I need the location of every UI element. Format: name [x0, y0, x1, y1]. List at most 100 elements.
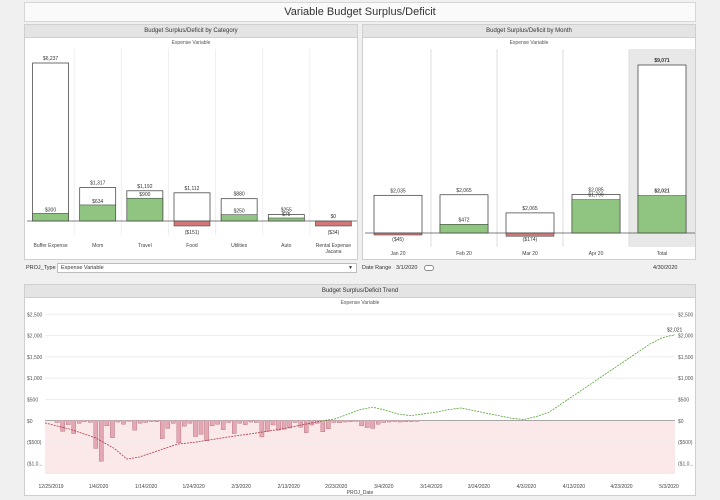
trend-bar [226, 420, 231, 423]
category-tick-label: Food [186, 243, 198, 249]
category-tick-label: Auto [281, 243, 292, 249]
trend-bar [93, 420, 99, 449]
trend-x-tick: 3/14/2020 [420, 484, 442, 490]
trend-bar [60, 420, 65, 432]
trend-x-axis-label: PROJ_Date [347, 490, 374, 496]
trend-bar [126, 420, 132, 422]
trend-x-tick: 3/4/2020 [374, 484, 394, 490]
trend-y-tick-right: ($1,0... [678, 461, 694, 467]
category-tick-label: Mom [92, 243, 103, 249]
trend-y-tick-left: $0 [27, 419, 33, 425]
trend-bar [331, 420, 337, 423]
category-budget-label: $1,192 [137, 184, 153, 190]
trend-bar [270, 420, 276, 426]
month-tick-label: Jan 20 [390, 251, 405, 257]
trend-bar [160, 420, 165, 439]
trend-bar [248, 420, 254, 423]
trend-bar [204, 420, 209, 441]
category-surplus-label: $634 [92, 199, 103, 205]
trend-y-tick-left: $1,500 [27, 355, 43, 361]
category-surplus-label: $900 [139, 192, 150, 198]
dashboard-title: Variable Budget Surplus/Deficit [24, 2, 696, 22]
trend-y-tick-left: $1,000 [27, 376, 43, 382]
trend-bar [232, 420, 237, 434]
month-surplus-label: $472 [458, 217, 469, 223]
trend-x-tick: 4/3/2020 [517, 484, 537, 490]
category-surplus-bar [173, 220, 211, 227]
trend-panel-subtitle: Expense Variable [340, 300, 380, 306]
category-surplus-bar [126, 197, 164, 222]
trend-x-tick: 1/24/2020 [182, 484, 204, 490]
category-surplus-label: ($151) [185, 230, 200, 236]
date-range-label: Date Range [362, 265, 392, 271]
trend-bar [215, 420, 220, 425]
category-surplus-label: $75 [282, 212, 291, 218]
trend-bar [403, 420, 409, 422]
date-range-slider[interactable] [424, 265, 434, 271]
trend-y-tick-right: $1,000 [678, 376, 694, 382]
trend-y-tick-left: ($500) [27, 440, 42, 446]
trend-x-tick: 4/13/2020 [563, 484, 585, 490]
category-budget-label: $1,317 [90, 181, 106, 187]
category-tick-label: Travel [138, 243, 152, 249]
trend-chart: $2,500 $2,500 $2,000 $2,000 $1,500 $1,500 $1,0… [27, 312, 694, 496]
trend-bar [209, 420, 215, 427]
type-filter-label: PROJ_Type [26, 265, 56, 271]
category-tick-label: Rental Expense [316, 243, 352, 249]
trend-bar [220, 420, 226, 430]
trend-panel: Budget Surplus/Deficit Trend Expense Var… [24, 284, 696, 496]
filter-bar: PROJ_Type Expense Variable ▼ Date Range … [24, 262, 696, 276]
type-filter-select[interactable]: Expense Variable ▼ [57, 263, 357, 273]
trend-bar [287, 420, 292, 429]
trend-bar [137, 420, 143, 424]
category-panel-title: Budget Surplus/Deficit by Category [25, 25, 357, 38]
trend-bar [359, 420, 364, 427]
trend-bar [370, 420, 375, 429]
trend-y-tick-right: $0 [678, 419, 684, 425]
category-budget-bar [173, 192, 211, 222]
month-budget-bar [505, 212, 555, 234]
trend-x-tick: 1/14/2020 [135, 484, 157, 490]
trend-bar [353, 420, 359, 422]
trend-bar [99, 420, 104, 462]
month-surplus-bar [505, 232, 555, 237]
trend-y-tick-left: $500 [27, 397, 38, 403]
category-surplus-bar [79, 204, 116, 222]
trend-x-tick: 1/4/2020 [89, 484, 109, 490]
category-surplus-bar [220, 214, 258, 222]
category-tick-label: Buffer Expense [34, 243, 68, 249]
category-surplus-bar [32, 213, 69, 222]
trend-bar [193, 420, 198, 437]
category-surplus-label: $250 [234, 209, 245, 215]
trend-bar [298, 420, 303, 428]
trend-y-tick-right: $2,000 [678, 334, 694, 340]
trend-bar [82, 420, 87, 422]
category-budget-label: $880 [234, 192, 245, 198]
trend-x-tick: 2/3/2020 [231, 484, 251, 490]
trend-bar [381, 420, 386, 423]
category-chart: $6,237 $300 Buffer Expense $1,317 $634 Mom $1,… [27, 49, 357, 255]
trend-panel-title: Budget Surplus/Deficit Trend [25, 285, 695, 298]
trend-end-label: $2,021 [667, 328, 683, 334]
trend-x-tick: 12/25/2019 [38, 484, 63, 490]
month-budget-label: $2,035 [390, 188, 406, 194]
trend-y-tick-right: $1,500 [678, 355, 694, 361]
category-surplus-bar [268, 217, 305, 222]
trend-line-negative [44, 420, 323, 460]
trend-y-tick-left: $2,500 [27, 312, 43, 318]
month-budget-bar [373, 194, 423, 234]
month-tick-label: Apr 20 [589, 251, 604, 257]
category-budget-label: $255 [281, 208, 292, 214]
trend-bar [364, 420, 370, 428]
trend-bar [65, 420, 71, 425]
month-tick-label: Total [657, 251, 668, 257]
month-surplus-bar [571, 199, 621, 234]
trend-bar [76, 420, 82, 424]
trend-bar [320, 420, 326, 432]
trend-bar [143, 420, 148, 423]
trend-bar [171, 420, 176, 424]
trend-bar [243, 420, 248, 425]
trend-bar [276, 420, 281, 431]
month-tick-label: Mar 20 [522, 251, 538, 257]
month-panel: Budget Surplus/Deficit by Month Expense … [362, 24, 696, 260]
